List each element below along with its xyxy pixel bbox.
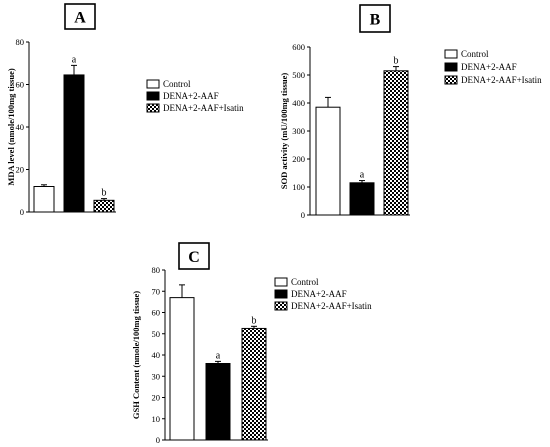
bar-dena bbox=[349, 182, 375, 216]
y-tick-label: 0 bbox=[20, 207, 24, 217]
y-tick-label: 60 bbox=[152, 308, 161, 318]
legend-swatch bbox=[444, 62, 458, 72]
y-tick-label: 100 bbox=[292, 182, 305, 192]
y-tick-label: 0 bbox=[301, 210, 305, 220]
significance-label: a bbox=[360, 170, 365, 181]
legend-swatch bbox=[444, 75, 458, 85]
panel-label: C bbox=[188, 249, 200, 266]
bar-isatin bbox=[241, 327, 267, 441]
y-tick-label: 300 bbox=[292, 126, 305, 136]
legend-label: DENA+2-AAF bbox=[461, 62, 517, 72]
bar-control bbox=[33, 186, 55, 213]
legend-label: DENA+2-AAF+Isatin bbox=[461, 75, 542, 85]
legend-swatch bbox=[274, 301, 288, 311]
panel-c: C 0 10 20 30 40 50 60 70 80 GSH Content (nmole/100… bbox=[131, 242, 372, 445]
legend-label: DENA+2-AAF+Isatin bbox=[291, 301, 372, 311]
y-tick-label: 30 bbox=[152, 371, 161, 381]
panel-label-box bbox=[359, 4, 391, 33]
significance-label: a bbox=[72, 54, 77, 65]
y-tick-label: 50 bbox=[152, 329, 161, 339]
legend-label: Control bbox=[461, 49, 489, 59]
significance-label: b bbox=[394, 56, 399, 67]
significance-label: b bbox=[252, 315, 257, 326]
bar-isatin bbox=[383, 70, 409, 216]
panel-label-box bbox=[64, 3, 96, 30]
y-tick-label: 70 bbox=[152, 286, 161, 296]
y-tick-label: 20 bbox=[152, 393, 161, 403]
legend-label: Control bbox=[291, 277, 319, 287]
y-tick-label: 60 bbox=[16, 80, 25, 90]
panels: A 0 20 40 60 80 MDA level (nmole/100mg tissue)… bbox=[6, 3, 542, 445]
legend-label: DENA+2-AAF bbox=[291, 289, 347, 299]
legend-label: DENA+2-AAF bbox=[163, 91, 219, 101]
bar-isatin bbox=[93, 199, 115, 213]
panel-label: B bbox=[370, 12, 381, 29]
y-tick-label: 80 bbox=[152, 265, 161, 275]
bar-dena bbox=[205, 363, 231, 441]
legend-swatch bbox=[146, 91, 160, 101]
legend-swatch bbox=[146, 103, 160, 113]
panel-label-box bbox=[178, 242, 210, 270]
bar-control bbox=[169, 297, 195, 441]
significance-label: b bbox=[102, 188, 107, 199]
bar-control bbox=[315, 106, 341, 216]
panel-a: A 0 20 40 60 80 MDA level (nmole/100mg tissue)… bbox=[6, 3, 244, 217]
bar-dena bbox=[63, 74, 85, 213]
y-tick-label: 600 bbox=[292, 42, 305, 52]
y-tick-label: 400 bbox=[292, 98, 305, 108]
y-tick-label: 40 bbox=[16, 122, 25, 132]
y-tick-label: 10 bbox=[152, 414, 161, 424]
significance-label: a bbox=[216, 350, 221, 361]
panel-b: B 0 100 200 300 400 500 600 SOD activity (mU/100… bbox=[279, 4, 542, 220]
y-tick-label: 0 bbox=[156, 435, 160, 445]
legend-swatch bbox=[444, 49, 458, 59]
y-axis-label: GSH Content (nmole/100mg tissue) bbox=[131, 291, 141, 419]
y-axis-label: MDA level (nmole/100mg tissue) bbox=[6, 68, 16, 185]
y-tick-label: 500 bbox=[292, 70, 305, 80]
legend-label: DENA+2-AAF+Isatin bbox=[163, 103, 244, 113]
legend-swatch bbox=[146, 79, 160, 89]
legend-swatch bbox=[274, 289, 288, 299]
y-axis-label: SOD activity (mU/100mg tissue) bbox=[279, 73, 289, 190]
y-tick-label: 20 bbox=[16, 165, 25, 175]
y-tick-label: 200 bbox=[292, 154, 305, 164]
y-tick-label: 40 bbox=[152, 350, 161, 360]
panel-label: A bbox=[74, 10, 86, 27]
legend-label: Control bbox=[163, 79, 191, 89]
legend-swatch bbox=[274, 277, 288, 287]
y-tick-label: 80 bbox=[16, 37, 25, 47]
